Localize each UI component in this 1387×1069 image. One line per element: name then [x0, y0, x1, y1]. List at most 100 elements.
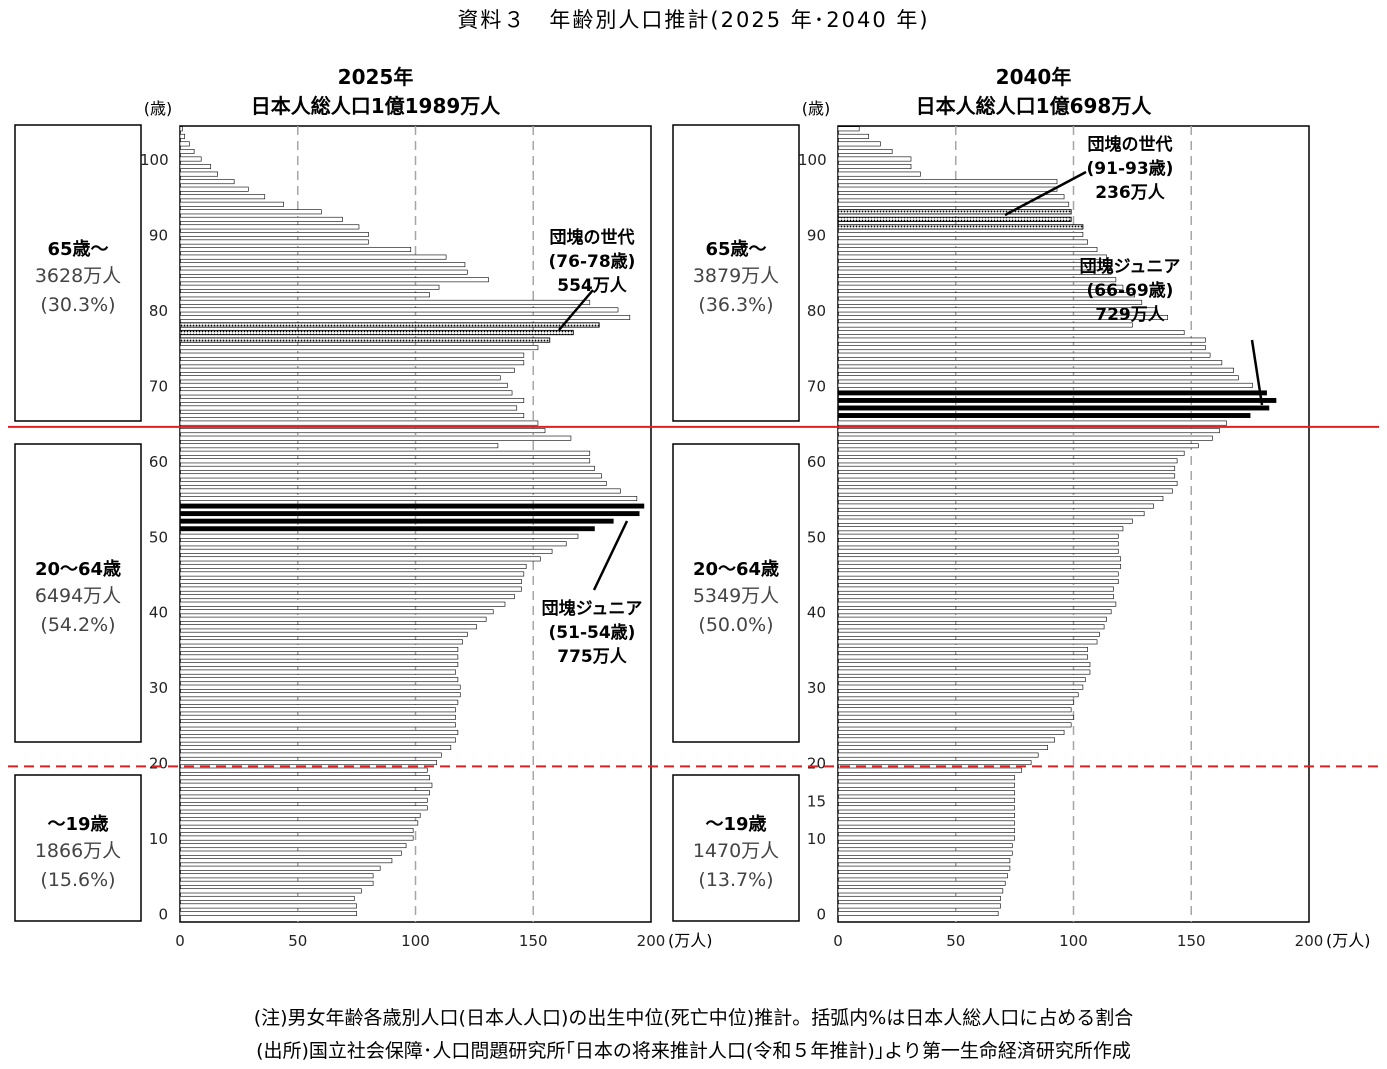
bar-age-18 [179, 775, 430, 781]
bar-age-98 [837, 171, 921, 177]
bar-age-87 [837, 254, 1107, 260]
bar-age-69 [837, 390, 1267, 396]
bar-age-57 [837, 480, 1178, 486]
bar-age-68 [179, 397, 525, 403]
age-group-population: 3628万人 [35, 265, 121, 287]
bar-age-79 [179, 314, 631, 320]
bar-age-58 [179, 473, 602, 479]
bar-age-59 [837, 465, 1176, 471]
bar-age-42 [179, 594, 515, 600]
bar-age-80 [179, 307, 619, 313]
bar-age-7 [837, 858, 1011, 864]
bar-age-104 [179, 126, 183, 132]
y-tick-label: 40 [807, 604, 826, 622]
y-tick-label: 20 [149, 755, 168, 773]
annotation-text: 729万人 [1095, 305, 1165, 325]
y-tick-label: 90 [149, 226, 168, 244]
annotation-leader [1004, 170, 1087, 217]
bar-age-28 [837, 699, 1074, 705]
age-group-label: 65歳～ [705, 239, 766, 260]
age-group-percent: (54.2%) [40, 614, 115, 636]
x-tick-label: 100 [401, 932, 430, 950]
bar-age-3 [179, 888, 362, 894]
bar-age-20 [179, 760, 437, 766]
age-group-label: ～19歳 [47, 814, 108, 835]
bar-age-94 [179, 201, 284, 207]
bar-age-85 [179, 269, 468, 275]
age-group-population: 1866万人 [35, 840, 121, 862]
bar-age-64 [837, 428, 1220, 434]
bar-age-71 [837, 375, 1239, 381]
bar-age-93 [837, 209, 1072, 215]
bar-age-35 [837, 646, 1088, 652]
age-group-label: 20～64歳 [35, 559, 121, 580]
bar-age-72 [837, 367, 1234, 373]
age-group-box [672, 774, 800, 922]
bar-age-30 [179, 684, 461, 690]
bar-age-97 [179, 179, 235, 185]
bar-age-103 [179, 133, 186, 139]
bar-age-18 [837, 775, 1015, 781]
age-group-population: 5349万人 [693, 585, 779, 607]
bar-age-23 [179, 737, 456, 743]
bar-age-60 [837, 458, 1178, 464]
bar-age-54 [837, 503, 1154, 509]
bar-age-56 [179, 488, 621, 494]
bar-age-54 [179, 503, 645, 509]
bar-age-11 [837, 828, 1015, 833]
age-group-box [672, 124, 800, 422]
bar-age-31 [179, 677, 459, 683]
bar-age-21 [179, 752, 442, 758]
bar-age-19 [837, 767, 1022, 773]
y-tick-label: 50 [807, 528, 826, 546]
bar-age-21 [837, 752, 1039, 758]
bar-age-78 [179, 322, 600, 328]
y-tick-label: 60 [807, 453, 826, 471]
age-group-percent: (13.7%) [698, 869, 773, 891]
bar-age-46 [837, 563, 1121, 569]
bar-age-36 [837, 639, 1098, 645]
chart-subtitle: 日本人総人口1億698万人 [916, 94, 1153, 118]
bar-age-88 [179, 247, 412, 252]
bar-age-39 [179, 616, 487, 622]
bar-age-0 [837, 911, 999, 916]
y-tick-label: 70 [807, 377, 826, 395]
bar-age-36 [179, 639, 463, 645]
bar-age-24 [837, 729, 1065, 735]
bar-age-101 [179, 149, 195, 154]
age-group-box [14, 124, 142, 422]
y-tick-label: 30 [807, 679, 826, 697]
bar-age-29 [837, 692, 1079, 698]
bar-age-66 [179, 413, 525, 418]
bar-age-5 [179, 873, 374, 879]
bar-age-83 [179, 284, 440, 290]
bar-age-43 [179, 586, 522, 592]
y-tick-label: 15 [807, 792, 826, 810]
bar-age-70 [837, 382, 1253, 388]
bar-age-14 [179, 805, 428, 811]
bar-age-88 [837, 247, 1098, 252]
x-tick-label: 100 [1059, 932, 1088, 950]
bar-age-37 [837, 631, 1100, 637]
bar-age-55 [837, 496, 1164, 501]
bar-age-28 [179, 699, 459, 705]
bar-age-64 [179, 428, 546, 434]
bar-age-8 [179, 850, 402, 856]
bar-age-17 [837, 782, 1015, 788]
bar-age-66 [837, 413, 1251, 418]
annotation-text: (51-54歳) [549, 622, 636, 643]
bar-age-4 [179, 880, 374, 886]
bar-age-90 [837, 232, 1084, 237]
bar-age-92 [179, 216, 343, 222]
bar-age-71 [179, 375, 501, 381]
bar-age-93 [179, 209, 322, 215]
bar-age-69 [179, 390, 513, 396]
bar-age-56 [837, 488, 1173, 494]
annotation-text: 236万人 [1095, 183, 1165, 203]
bar-age-59 [179, 465, 595, 471]
bar-age-82 [837, 292, 1136, 298]
y-tick-label: 70 [149, 377, 168, 395]
bar-age-32 [179, 669, 456, 675]
annotation-text: 団塊の世代 [1088, 134, 1173, 155]
